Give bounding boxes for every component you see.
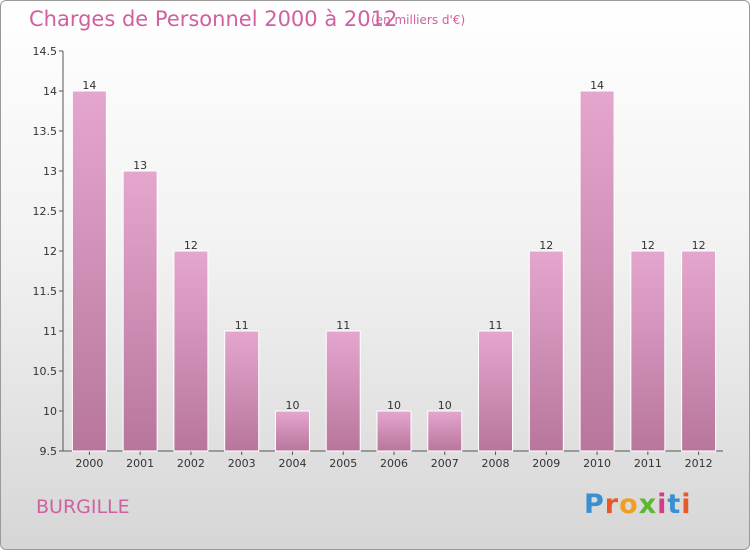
data-label-2008: 11 [489, 319, 503, 332]
bar-2008 [478, 330, 514, 452]
bar-2009 [528, 250, 564, 452]
bar-2003 [224, 330, 260, 452]
data-label-2005: 11 [336, 319, 350, 332]
x-tick-label-2008: 2008 [482, 457, 510, 470]
data-label-2004: 10 [285, 399, 299, 412]
bar-2010 [579, 90, 615, 452]
logo-letter: r [604, 489, 620, 520]
data-label-2007: 10 [438, 399, 452, 412]
bar-2005 [325, 330, 361, 452]
y-tick-label: 12 [43, 245, 57, 258]
y-tick-label: 9.5 [40, 445, 58, 458]
y-tick-label: 10 [43, 405, 57, 418]
data-label-2001: 13 [133, 159, 147, 172]
x-tick-label-2001: 2001 [126, 457, 154, 470]
y-tick-label: 11.5 [33, 285, 58, 298]
chart-title: Charges de Personnel 2000 à 2012 [29, 7, 398, 31]
x-tick-label-2012: 2012 [685, 457, 713, 470]
y-tick-label: 14.5 [33, 45, 58, 58]
data-label-2011: 12 [641, 239, 655, 252]
logo-letter: x [638, 489, 658, 520]
logo-letter: i [681, 489, 692, 520]
bar-2004 [274, 410, 310, 452]
logo-letter: o [619, 489, 639, 520]
data-label-2012: 12 [692, 239, 706, 252]
x-tick-label-2009: 2009 [532, 457, 560, 470]
y-tick-label: 14 [43, 85, 57, 98]
data-label-2006: 10 [387, 399, 401, 412]
y-tick-label: 13 [43, 165, 57, 178]
bar-2001 [122, 170, 158, 452]
x-tick-label-2011: 2011 [634, 457, 662, 470]
y-tick-label: 11 [43, 325, 57, 338]
x-tick-label-2003: 2003 [228, 457, 256, 470]
bar-2000 [71, 90, 107, 452]
data-label-2003: 11 [235, 319, 249, 332]
y-tick-label: 13.5 [33, 125, 58, 138]
logo-letter: i [657, 489, 668, 520]
x-tick-label-2007: 2007 [431, 457, 459, 470]
proxiti-logo: Proxiti [584, 489, 692, 520]
logo-letter: P [584, 489, 605, 520]
commune-name: BURGILLE [36, 496, 130, 518]
data-label-2010: 14 [590, 79, 604, 92]
x-tick-label-2010: 2010 [583, 457, 611, 470]
x-tick-label-2000: 2000 [75, 457, 103, 470]
bar-2011 [630, 250, 666, 452]
bar-2002 [173, 250, 209, 452]
x-tick-label-2002: 2002 [177, 457, 205, 470]
y-tick-label: 10.5 [33, 365, 58, 378]
data-label-2000: 14 [82, 79, 96, 92]
bar-2006 [376, 410, 412, 452]
logo-letter: t [667, 489, 682, 520]
chart-subtitle: (en milliers d'€) [371, 13, 466, 27]
data-label-2009: 12 [539, 239, 553, 252]
x-tick-label-2005: 2005 [329, 457, 357, 470]
x-tick-label-2004: 2004 [278, 457, 306, 470]
bar-2007 [427, 410, 463, 452]
x-tick-label-2006: 2006 [380, 457, 408, 470]
data-label-2002: 12 [184, 239, 198, 252]
bar-2012 [681, 250, 717, 452]
y-tick-label: 12.5 [33, 205, 58, 218]
